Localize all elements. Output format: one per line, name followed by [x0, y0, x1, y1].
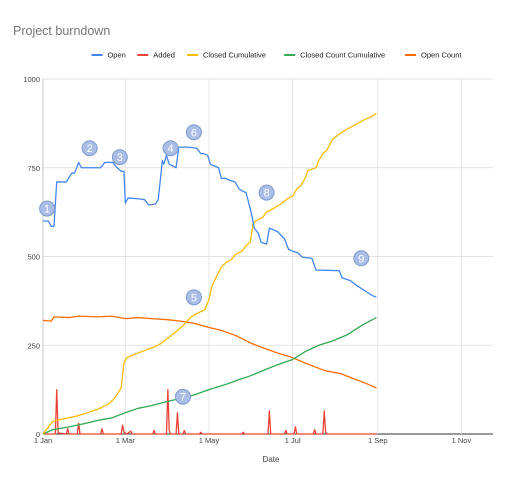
series-line-added: [43, 388, 377, 435]
x-tick-label: 1 Nov: [452, 436, 472, 445]
x-axis-ticks: 1 Jan 1 Mar 1 May 1 Jul 1 Sep 1 Nov: [34, 436, 472, 445]
series-line-closed-cumulative: [42, 112, 377, 435]
annotation-marker: [81, 140, 98, 157]
legend-label-open: Open: [107, 51, 125, 60]
gridlines: [42, 78, 493, 435]
y-tick-label: 750: [27, 164, 40, 173]
annotation-label: 1: [44, 204, 50, 216]
annotation-marker: [39, 200, 56, 217]
annotation-marker: [258, 184, 275, 201]
annotation-marker: [185, 289, 202, 306]
annotation-label: 4: [168, 143, 174, 155]
annotation-marker: [162, 140, 179, 157]
annotation-marker: [185, 124, 202, 141]
legend-label-added: Added: [153, 51, 175, 60]
x-tick-label: 1 Jul: [285, 436, 301, 445]
series-lines: [42, 112, 377, 435]
x-tick-label: 1 May: [199, 436, 220, 445]
x-tick-label: 1 Jan: [34, 436, 52, 445]
x-tick-label: 1 Mar: [116, 436, 136, 445]
legend-label-closed-cumulative: Closed Cumulative: [203, 51, 266, 60]
y-tick-label: 250: [27, 341, 40, 350]
x-axis-title: Date: [263, 455, 280, 464]
legend-label-closed-count-cumulative: Closed Count Cumulative: [300, 51, 385, 60]
annotation-label: 5: [191, 292, 197, 304]
series-line-closed-count-cumulative: [42, 316, 377, 435]
x-tick-label: 1 Sep: [368, 436, 388, 445]
annotation-label: 6: [191, 127, 197, 139]
legend-label-open-count: Open Count: [421, 51, 462, 60]
annotation-label: 2: [87, 143, 93, 155]
annotation-label: 3: [117, 152, 123, 164]
annotation-marker: [174, 388, 191, 405]
annotation-label: 8: [264, 188, 270, 200]
annotation-label: 7: [180, 392, 186, 404]
series-line-open: [43, 146, 377, 298]
annotation-marker: [353, 250, 370, 267]
annotation-label: 9: [358, 253, 364, 265]
y-tick-label: 500: [27, 253, 40, 262]
y-tick-label: 0: [36, 430, 40, 439]
chart-title: Project burndown: [13, 24, 110, 38]
y-tick-label: 1000: [23, 75, 40, 84]
annotation-marker: [111, 149, 128, 166]
annotations: 1 2 3 4 5 6 7 8 9: [39, 124, 370, 405]
legend: Open Added Closed Cumulative Closed Count C…: [91, 51, 462, 60]
series-line-open-count: [42, 315, 377, 389]
y-axis-ticks: 0 250 500 750 1000: [23, 75, 40, 439]
